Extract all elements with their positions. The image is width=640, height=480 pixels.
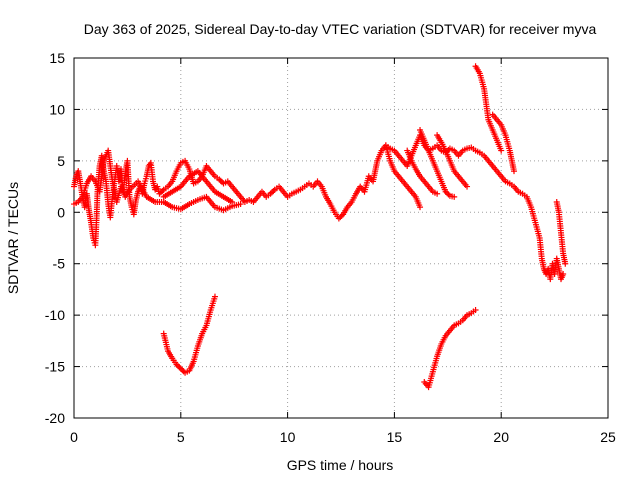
data-point (270, 188, 277, 195)
data-point (337, 214, 344, 221)
data-point (472, 307, 479, 313)
series-upper-branch-1 (382, 142, 424, 211)
y-tick-label: -20 (45, 410, 65, 426)
y-tick-label: -10 (45, 307, 65, 323)
data-point (268, 189, 275, 196)
data-point (229, 199, 236, 205)
x-tick-label: 20 (493, 429, 509, 445)
y-tick-label: 5 (57, 153, 65, 169)
data-point (417, 204, 424, 211)
x-tick-label: 5 (177, 429, 185, 445)
series-lower-segment-2 (421, 307, 479, 391)
data-point (464, 183, 471, 190)
series-secondary-trace-1 (71, 147, 244, 214)
series-main-trace (71, 132, 567, 283)
series-upper-branch-2 (404, 147, 441, 197)
data-point (560, 271, 567, 277)
data-point (176, 364, 183, 371)
x-axis-ticks: 0 5 10 15 20 25 (70, 58, 616, 445)
series-lower-segment-1 (160, 293, 218, 376)
x-tick-label: 15 (387, 429, 403, 445)
y-tick-label: 15 (49, 50, 65, 66)
data-point (451, 193, 458, 200)
data-point (174, 362, 181, 369)
x-tick-label: 25 (600, 429, 616, 445)
data-point (434, 190, 441, 197)
y-axis-ticks: -20 -15 -10 -5 0 5 10 15 (45, 50, 608, 426)
data-point (498, 147, 505, 154)
data-points (71, 63, 569, 391)
series-upper-branch-6 (489, 111, 518, 175)
x-axis-label: GPS time / hours (287, 457, 394, 473)
grid-lines (74, 58, 608, 418)
data-point (237, 201, 244, 208)
data-point (562, 260, 569, 267)
series-upper-branch-4 (434, 132, 471, 190)
series-upper-branch-5 (472, 63, 505, 154)
x-tick-label: 10 (280, 429, 296, 445)
chart-title: Day 363 of 2025, Sidereal Day-to-day VTE… (84, 21, 597, 37)
x-tick-label: 0 (70, 429, 78, 445)
plot-frame (73, 57, 609, 419)
data-point (511, 168, 518, 175)
series-secondary-trace-2 (160, 168, 236, 205)
y-tick-label: 10 (49, 101, 65, 117)
series-late-segment (553, 199, 569, 267)
y-tick-label: -15 (45, 359, 65, 375)
series-upper-branch-3 (417, 127, 458, 200)
data-point (211, 293, 218, 300)
y-tick-label: 0 (57, 204, 65, 220)
y-axis-label: SDTVAR / TECUs (5, 182, 21, 294)
y-tick-label: -5 (53, 256, 66, 272)
